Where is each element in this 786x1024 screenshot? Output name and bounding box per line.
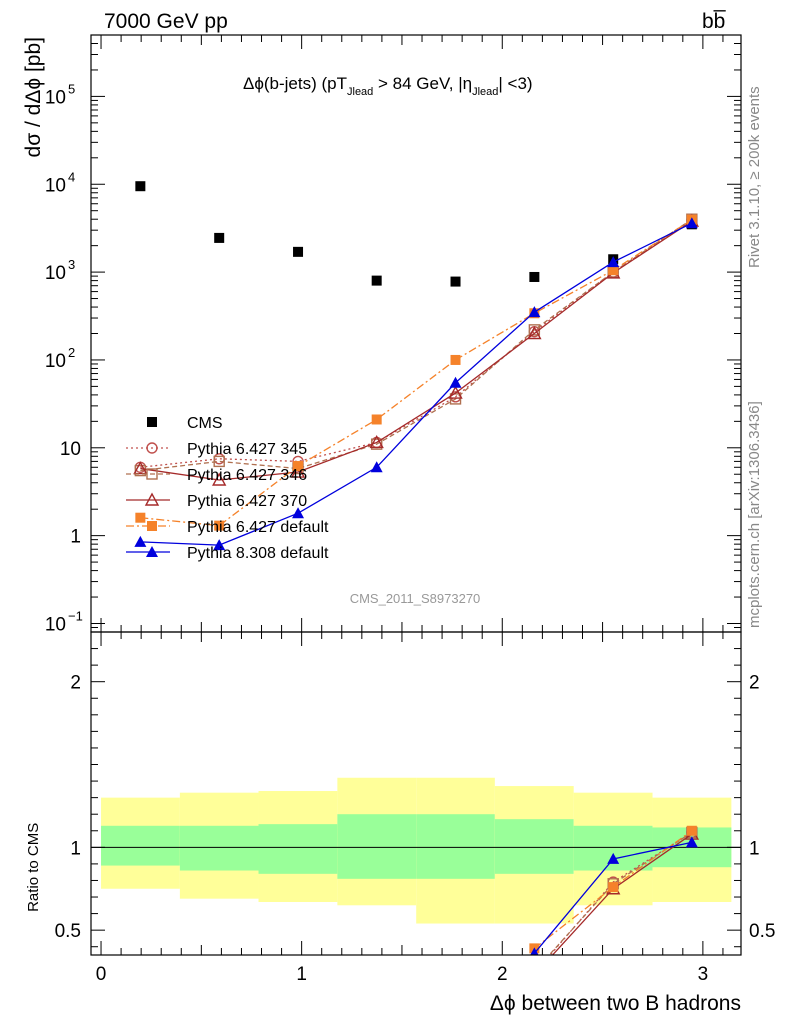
data-point <box>213 455 225 468</box>
ratio-y-axis-label: Ratio to CMS <box>25 823 42 912</box>
data-point <box>290 464 306 478</box>
ratio-point <box>528 969 540 980</box>
ratio-y-tick-label: 1 <box>70 838 81 859</box>
data-point <box>371 414 382 425</box>
data-point <box>527 326 542 340</box>
legend-label: Pythia 6.427 default <box>187 519 329 536</box>
uncertainty-band-green <box>337 814 417 879</box>
series-line-3 <box>140 220 693 481</box>
y-tick-label: 1 <box>70 527 81 548</box>
data-point <box>529 271 540 282</box>
y-axis-label: dσ / dΔϕ [pb] <box>22 37 45 157</box>
process-label: bb̅ <box>702 10 726 33</box>
data-point <box>371 275 382 286</box>
uncertainty-band-green <box>416 814 495 879</box>
legend-label: Pythia 6.427 345 <box>187 441 307 458</box>
data-point <box>293 461 304 472</box>
data-point <box>214 520 225 531</box>
y-tick-exponent: 5 <box>68 81 75 96</box>
data-point <box>448 385 463 399</box>
legend-marker <box>147 521 157 531</box>
x-axis-label: Δϕ between two B hadrons <box>490 992 741 1015</box>
ratio-y-tick-label: 0.5 <box>55 921 81 942</box>
legend-marker <box>146 442 158 454</box>
main-series-group <box>133 181 700 551</box>
legend-marker <box>146 546 158 557</box>
data-point <box>135 181 146 192</box>
legend-marker <box>147 417 157 427</box>
ratio-point <box>608 882 619 893</box>
y-tick-label: 10 <box>45 614 66 635</box>
y-tick-exponent: 3 <box>68 257 75 272</box>
title-part: Jlead <box>472 86 498 98</box>
ratio-point <box>529 967 539 977</box>
legend-label: Pythia 6.427 346 <box>187 467 307 484</box>
ratio-point <box>607 852 620 864</box>
ratio-point <box>685 836 698 848</box>
legend-label: Pythia 8.308 default <box>187 545 329 562</box>
beam-label: 7000 GeV pp <box>104 10 228 33</box>
title-part: Δϕ(b-jets) (pT <box>243 74 347 93</box>
data-point <box>450 276 461 287</box>
legend-label: CMS <box>187 415 223 432</box>
chart-title: Δϕ(b-jets) (pTJlead > 84 GeV, |ηJlead| <… <box>243 74 533 98</box>
x-tick-label: 2 <box>497 964 508 985</box>
data-point <box>133 461 148 475</box>
uncertainty-band-green <box>494 819 574 874</box>
main-frame <box>90 34 742 633</box>
data-point <box>449 393 462 405</box>
y-tick-exponent: 4 <box>68 169 75 184</box>
series-line-5 <box>140 222 693 546</box>
title-part: > 84 GeV, |η <box>373 74 472 93</box>
ratio-y-tick-label: 2 <box>70 673 81 694</box>
ratio-y-tick-label-right: 1 <box>749 838 760 859</box>
data-point <box>528 306 541 318</box>
y-tick-exponent: −1 <box>68 608 83 623</box>
y-tick-label: 10 <box>45 87 66 108</box>
uncertainty-band-green <box>179 825 259 871</box>
data-point <box>292 507 305 519</box>
data-point <box>293 246 304 257</box>
uncertainty-band-green <box>258 824 338 874</box>
y-tick-label: 10 <box>45 351 66 372</box>
ratio-y-tick-label-right: 0.5 <box>749 921 775 942</box>
ratio-point <box>530 947 539 955</box>
legend-label: Pythia 6.427 370 <box>187 493 307 510</box>
title-part: Jlead <box>347 86 373 98</box>
data-point <box>370 461 383 473</box>
data-point <box>685 217 698 229</box>
data-point <box>369 434 384 449</box>
data-point <box>449 376 462 388</box>
ratio-y-tick-label-right: 2 <box>749 673 760 694</box>
rivet-version-label: Rivet 3.1.10, ≥ 200k events <box>746 86 763 268</box>
data-point <box>212 472 227 486</box>
ratio-point <box>686 825 697 836</box>
data-point <box>135 512 146 523</box>
y-tick-label: 10 <box>60 439 81 460</box>
ratio-point <box>529 968 539 978</box>
legend-marker <box>146 468 158 480</box>
y-tick-label: 10 <box>45 263 66 284</box>
legend-marker <box>144 492 160 506</box>
data-point <box>214 232 225 243</box>
data-point <box>134 535 147 547</box>
mcplots-credit-label: mcplots.cern.ch [arXiv:1306.3436] <box>746 401 763 628</box>
ratio-series-group <box>528 825 700 980</box>
data-point <box>213 539 226 551</box>
title-part: | <3) <box>498 74 532 93</box>
x-tick-label: 3 <box>698 964 709 985</box>
data-point <box>450 354 461 365</box>
data-point <box>608 265 619 276</box>
ratio-frame <box>90 631 742 956</box>
series-line-2 <box>140 218 693 472</box>
analysis-id-watermark: CMS_2011_S8973270 <box>350 591 481 606</box>
x-tick-label: 0 <box>96 964 107 985</box>
series-line-4 <box>140 219 693 527</box>
y-tick-label: 10 <box>45 175 66 196</box>
x-tick-label: 1 <box>296 964 307 985</box>
y-tick-exponent: 2 <box>68 345 75 360</box>
uncertainty-band-green <box>101 825 180 866</box>
data-point <box>607 256 620 268</box>
